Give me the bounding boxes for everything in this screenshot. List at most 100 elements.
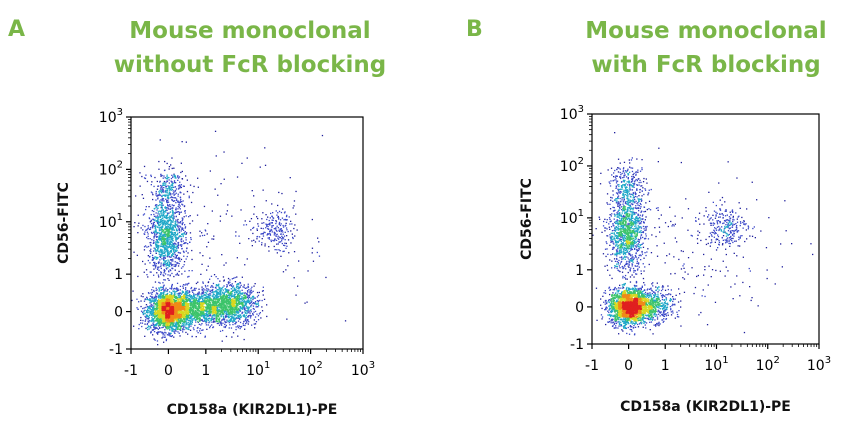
- event-dot: [238, 288, 240, 290]
- event-dot: [198, 302, 201, 305]
- event-dot: [165, 237, 167, 240]
- event-dot: [177, 195, 179, 197]
- event-dot: [243, 292, 246, 294]
- event-dot: [233, 301, 235, 303]
- event-dot: [206, 316, 208, 318]
- event-dot: [148, 326, 150, 328]
- event-dot: [169, 223, 171, 226]
- event-dot: [226, 303, 228, 305]
- event-dot: [155, 236, 158, 238]
- event-dot: [181, 203, 183, 205]
- event-dot: [168, 205, 170, 207]
- event-dot: [162, 182, 165, 184]
- event-dot: [173, 180, 176, 182]
- event-dot: [195, 336, 197, 338]
- event-dot: [178, 274, 180, 276]
- event-dot: [161, 206, 163, 208]
- event-dot: [199, 303, 201, 306]
- event-dot: [168, 270, 170, 272]
- event-dot: [206, 304, 208, 306]
- event-dot: [171, 227, 173, 229]
- event-dot: [179, 201, 181, 203]
- event-dot: [206, 310, 208, 312]
- event-dot: [223, 280, 225, 282]
- event-dot: [172, 182, 174, 184]
- event-dot: [250, 292, 252, 294]
- event-dot: [231, 288, 233, 290]
- event-dot: [178, 222, 181, 224]
- event-dot: [188, 298, 191, 300]
- event-dot: [156, 250, 158, 252]
- event-dot: [188, 314, 191, 316]
- event-dot: [189, 309, 191, 311]
- event-dot: [274, 238, 276, 240]
- event-dot: [281, 240, 283, 242]
- event-dot: [167, 205, 169, 207]
- event-dot: [222, 315, 224, 318]
- event-dot: [161, 198, 163, 200]
- event-dot: [165, 339, 167, 342]
- event-dot: [204, 336, 206, 338]
- event-dot: [243, 301, 245, 303]
- event-dot: [155, 212, 157, 214]
- event-dot: [157, 304, 159, 306]
- event-dot: [138, 323, 140, 326]
- event-dot: [212, 293, 214, 295]
- event-dot: [176, 238, 178, 240]
- event-dot: [228, 294, 230, 296]
- event-dot: [155, 249, 157, 251]
- event-dot: [160, 264, 162, 266]
- event-dot: [257, 217, 259, 220]
- event-dot: [227, 281, 230, 283]
- event-dot: [211, 301, 214, 304]
- event-dot: [161, 235, 164, 237]
- event-dot: [229, 294, 231, 297]
- event-dot: [190, 295, 192, 298]
- event-dot: [185, 233, 187, 235]
- event-dot: [144, 323, 146, 325]
- event-dot: [185, 298, 187, 300]
- event-dot: [196, 299, 198, 301]
- event-dot: [202, 295, 204, 298]
- event-dot: [244, 328, 246, 330]
- event-dot: [250, 229, 252, 231]
- event-dot: [142, 319, 144, 322]
- event-dot: [164, 169, 166, 171]
- event-dot: [189, 299, 192, 301]
- event-dot: [248, 238, 250, 240]
- event-dot: [187, 304, 189, 306]
- event-dot: [175, 192, 177, 194]
- event-dot: [222, 318, 224, 320]
- event-dot: [168, 235, 170, 237]
- event-dot: [154, 339, 156, 341]
- event-dot: [142, 214, 145, 216]
- event-dot: [174, 246, 176, 248]
- event-dot: [168, 332, 170, 334]
- event-dot: [161, 327, 163, 329]
- event-dot: [294, 224, 296, 226]
- event-dot: [171, 230, 173, 232]
- event-dot: [210, 306, 212, 308]
- event-dot: [194, 306, 196, 308]
- event-dot: [283, 212, 286, 214]
- event-dot: [263, 231, 265, 233]
- event-dot: [190, 323, 192, 325]
- event-dot: [285, 269, 287, 271]
- event-dot: [187, 296, 189, 299]
- event-dot: [172, 214, 174, 216]
- event-dot: [204, 303, 206, 305]
- event-dot: [186, 298, 188, 300]
- event-dot: [166, 194, 168, 196]
- event-dot: [231, 293, 233, 295]
- event-dot: [159, 204, 161, 206]
- event-dot: [164, 262, 166, 264]
- event-dot: [251, 190, 253, 192]
- event-dot: [174, 263, 176, 266]
- event-dot: [278, 223, 280, 225]
- event-dot: [182, 291, 185, 293]
- event-dot: [199, 230, 201, 232]
- event-dot: [191, 321, 193, 323]
- event-dot: [140, 295, 142, 297]
- event-dot: [239, 306, 241, 308]
- event-dot: [277, 215, 279, 218]
